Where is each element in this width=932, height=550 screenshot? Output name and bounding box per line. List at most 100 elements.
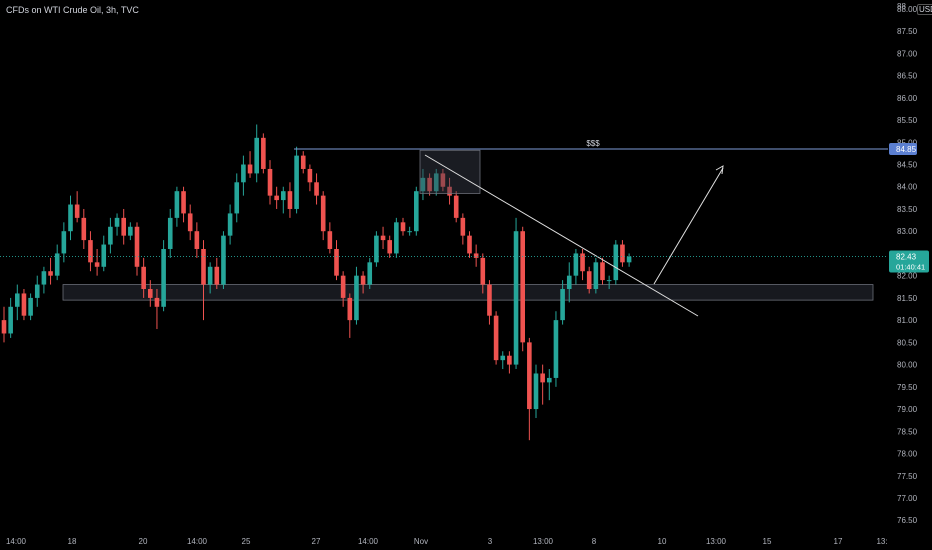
candle-body <box>447 186 452 196</box>
candle-body <box>101 244 107 267</box>
candle-body <box>433 173 439 192</box>
candle-body <box>414 191 419 232</box>
candle-body <box>380 235 386 241</box>
candle-body <box>613 244 619 281</box>
candle-body <box>580 253 585 272</box>
candle-body <box>573 253 579 276</box>
candle-body <box>94 262 100 267</box>
candle-body <box>560 289 565 321</box>
candle-body <box>48 271 53 276</box>
y-tick-label: 78.00 <box>897 450 918 459</box>
chart-title: CFDs on WTI Crude Oil, 3h, TVC <box>6 5 139 15</box>
candle-body <box>553 320 559 378</box>
support-zone <box>62 284 874 301</box>
y-tick-label: 85.50 <box>897 116 918 125</box>
candle-body <box>533 373 539 410</box>
candle-body <box>128 226 133 236</box>
candle-body <box>487 284 492 316</box>
candle-body <box>28 297 33 316</box>
candle-body <box>207 266 213 285</box>
candle-body <box>606 280 612 282</box>
candle-body <box>54 253 60 276</box>
candle-body <box>507 355 512 365</box>
candle-body <box>1 320 7 334</box>
candle-body <box>387 240 392 254</box>
y-tick-label: 80.00 <box>897 361 918 370</box>
candle-body <box>214 266 220 285</box>
candle-body <box>68 204 73 232</box>
x-tick-label: 3 <box>488 537 493 546</box>
descending-trendline <box>424 154 699 317</box>
x-tick-label: 8 <box>592 537 597 546</box>
x-tick-label: 14:00 <box>187 537 208 546</box>
projection-arrow-head <box>715 165 724 175</box>
candle-body <box>161 248 166 307</box>
candle-body <box>327 231 333 249</box>
price-axis[interactable]: 76.50 77.00 77.50 78.00 78.50 79.00 79.50 80.00… <box>897 2 918 525</box>
y-tick-label: 85.00 <box>897 138 918 147</box>
consolidation-box <box>419 149 481 194</box>
x-tick-label: 13:00 <box>533 537 554 546</box>
y-tick-label: 76.50 <box>897 516 918 525</box>
y-tick-label: 88.00 <box>897 5 918 14</box>
candle-body <box>267 168 273 196</box>
y-tick-label: 84.00 <box>897 183 918 192</box>
candle-body <box>181 191 186 214</box>
candle-body <box>8 306 13 334</box>
currency-badge[interactable]: USD <box>917 4 932 15</box>
candle-body <box>15 293 20 307</box>
candle-body <box>281 191 286 201</box>
x-tick-label: Nov <box>414 537 428 546</box>
time-axis[interactable]: 14:00 18 20 14:00 25 27 14:00 Nov 3 13:00 8 10 13:00… <box>6 537 888 546</box>
candle-body <box>320 195 326 232</box>
candle-body <box>347 297 353 321</box>
y-tick-label: 86.50 <box>897 72 918 81</box>
x-tick-label: 20 <box>139 537 148 546</box>
y-tick-label: 77.00 <box>897 494 918 503</box>
candle-body <box>460 217 466 236</box>
candle-body <box>247 164 253 174</box>
candle-body <box>407 231 412 233</box>
y-tick-label: 83.00 <box>897 227 918 236</box>
candle-body <box>427 177 432 192</box>
candle-body <box>141 266 146 290</box>
x-tick-label: 13: <box>876 537 887 546</box>
candle-body <box>360 275 366 285</box>
candle-body <box>300 155 306 169</box>
y-tick-label: 87.50 <box>897 27 918 36</box>
candle-body <box>473 253 479 258</box>
candle-body <box>134 226 140 267</box>
candle-body <box>294 155 299 209</box>
candle-body <box>254 137 259 174</box>
candle-body <box>221 235 226 285</box>
y-tick-label: 79.50 <box>897 383 918 392</box>
candle-body <box>467 235 472 254</box>
projection-arrow-line <box>653 167 724 285</box>
y-tick-label: 81.50 <box>897 294 918 303</box>
candle-body <box>453 195 459 218</box>
candle-body <box>354 275 359 321</box>
candle-body <box>500 355 506 361</box>
x-tick-label: 15 <box>763 537 772 546</box>
x-tick-label: 10 <box>658 537 667 546</box>
candle-body <box>394 222 399 254</box>
countdown-text: 01:40:41 <box>896 263 925 272</box>
candle-body <box>440 173 446 187</box>
current-price-badge <box>889 250 929 273</box>
candle-body <box>227 213 233 236</box>
candle-body <box>626 256 632 263</box>
candle-body <box>114 217 120 227</box>
candle-body <box>593 262 599 290</box>
candle-body <box>154 297 160 307</box>
candle-body <box>367 262 373 285</box>
y-tick-label: 84.50 <box>897 161 918 170</box>
y-tick-label: 87.00 <box>897 49 918 58</box>
y-tick-label: 82.00 <box>897 272 918 281</box>
candle-body <box>566 275 572 290</box>
level-price-badge <box>889 142 917 155</box>
candle-body <box>74 204 80 218</box>
candle-body <box>586 271 592 290</box>
candle-body <box>21 293 27 316</box>
